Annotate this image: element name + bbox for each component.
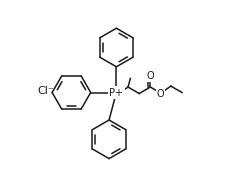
Text: P+: P+	[109, 88, 123, 97]
Text: O: O	[156, 89, 164, 99]
Text: O: O	[146, 71, 153, 81]
Text: Cl⁻: Cl⁻	[37, 86, 54, 96]
